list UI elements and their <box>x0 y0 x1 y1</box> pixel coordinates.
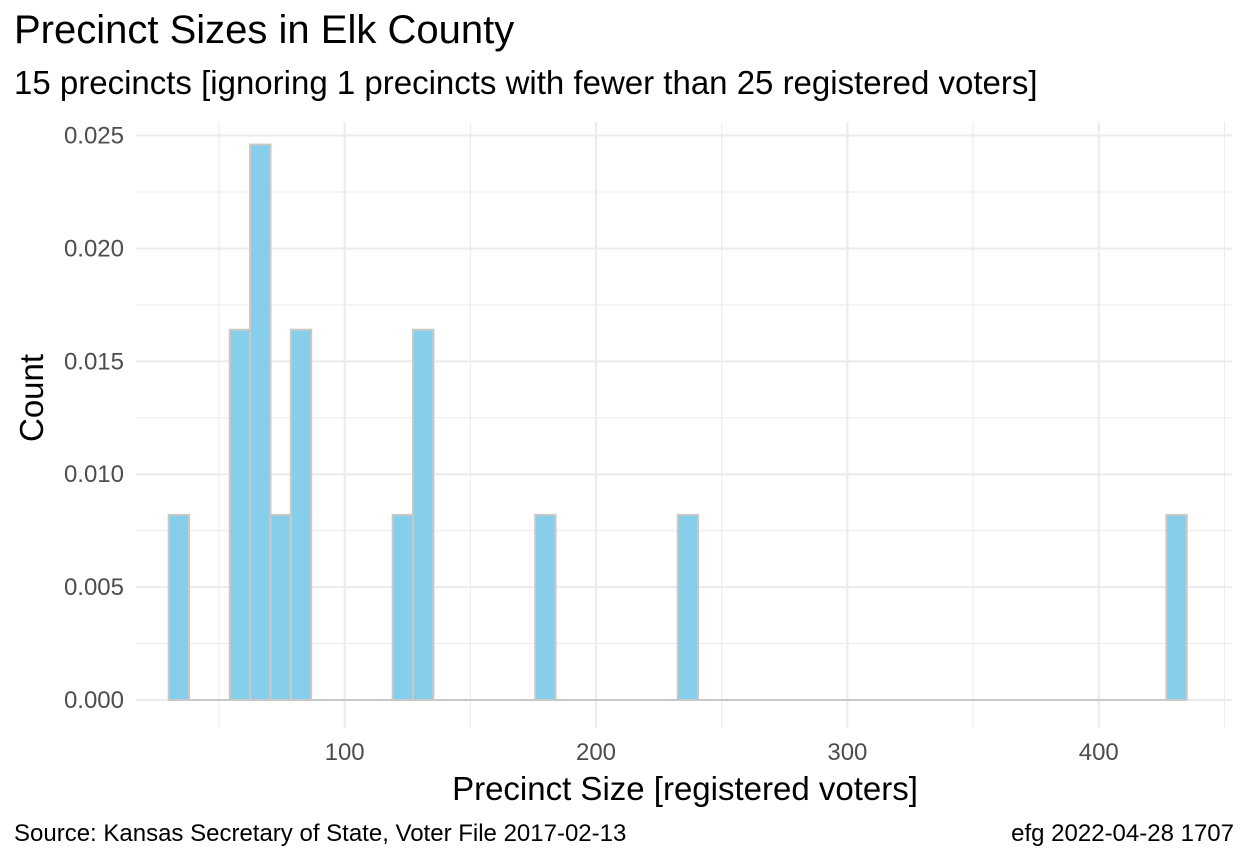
histogram-bar <box>167 513 191 702</box>
x-tick-label: 300 <box>827 739 867 766</box>
x-tick-label: 400 <box>1079 739 1119 766</box>
source-caption: Source: Kansas Secretary of State, Voter… <box>14 820 627 847</box>
y-tick-label: 0.000 <box>64 687 124 714</box>
histogram-bar <box>412 328 435 702</box>
histogram-bar <box>269 513 292 702</box>
y-tick-label: 0.020 <box>64 235 124 262</box>
histogram-bar <box>676 513 700 702</box>
chart-title: Precinct Sizes in Elk County <box>14 8 515 52</box>
x-tick-label: 100 <box>325 739 365 766</box>
y-tick-label: 0.010 <box>64 461 124 488</box>
x-tick-label: 200 <box>576 739 616 766</box>
x-axis-label: Precinct Size [registered voters] <box>452 770 918 807</box>
histogram-bar <box>1165 513 1188 702</box>
histogram-bar <box>228 328 252 702</box>
histogram-bar <box>289 328 313 702</box>
credit-caption: efg 2022-04-28 1707 <box>1011 820 1234 847</box>
histogram-bar <box>391 513 415 702</box>
y-tick-label: 0.005 <box>64 574 124 601</box>
histogram-bars <box>167 143 1188 702</box>
y-tick-label: 0.025 <box>64 123 124 150</box>
histogram-bar <box>534 513 557 702</box>
y-tick-labels: 0.000 0.005 0.010 0.015 0.020 0.025 <box>64 123 124 714</box>
x-tick-labels: 100 200 300 400 <box>325 739 1119 766</box>
chart-subtitle: 15 precincts [ignoring 1 precincts with … <box>14 64 1038 101</box>
histogram-bar <box>249 143 272 702</box>
y-tick-label: 0.015 <box>64 348 124 375</box>
